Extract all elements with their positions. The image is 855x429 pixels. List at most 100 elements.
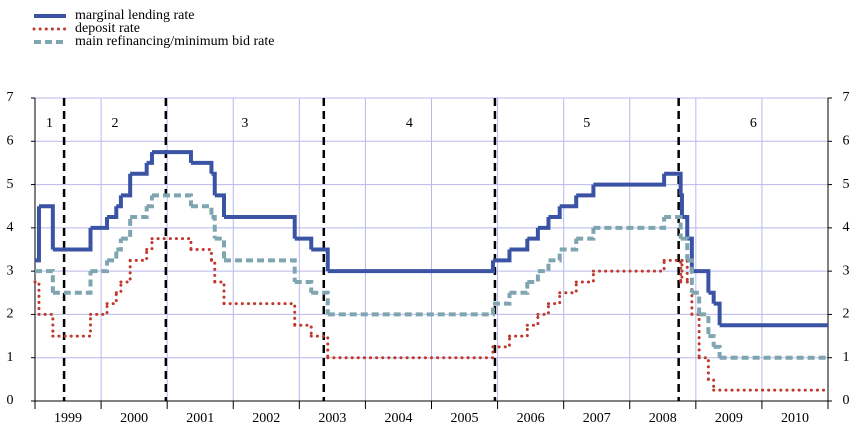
x-tick-label: 2010 xyxy=(781,411,809,426)
step-segment xyxy=(548,206,562,220)
step-segment xyxy=(190,160,214,174)
step-segment xyxy=(326,345,495,360)
step-segment xyxy=(546,291,562,306)
step-segment xyxy=(151,150,193,163)
step-segment xyxy=(708,290,716,304)
step-segment xyxy=(691,290,702,315)
step-segment xyxy=(90,217,110,230)
step-segment xyxy=(507,323,529,338)
step-segment xyxy=(52,227,93,252)
step-segment xyxy=(558,280,578,295)
step-segment xyxy=(128,248,149,262)
step-segment xyxy=(222,302,297,327)
x-tick-label: 2004 xyxy=(384,411,412,426)
step-segment xyxy=(116,195,123,209)
step-segment xyxy=(146,195,154,209)
step-segment xyxy=(574,269,595,284)
x-tick-label: 2001 xyxy=(186,411,214,426)
step-segment xyxy=(680,236,690,261)
phase-label: 6 xyxy=(750,116,757,131)
step-segment xyxy=(537,217,551,230)
y-tick-label: 1 xyxy=(7,350,14,365)
legend-label: deposit rate xyxy=(75,21,140,36)
y-tick-label: 3 xyxy=(7,263,14,278)
step-segment xyxy=(536,302,550,316)
step-segment xyxy=(190,204,214,218)
step-segment xyxy=(90,260,110,274)
step-segment xyxy=(527,271,540,284)
step-segment xyxy=(525,312,540,327)
step-segment xyxy=(150,237,193,251)
step-segment xyxy=(576,227,596,241)
step-segment xyxy=(120,173,133,198)
step-segment xyxy=(52,271,93,295)
step-segment xyxy=(211,171,217,196)
step-segment xyxy=(35,206,41,263)
step-segment xyxy=(559,238,579,252)
step-segment xyxy=(214,193,226,218)
step-segment xyxy=(209,258,217,284)
phase-label: 5 xyxy=(583,116,590,131)
step-segment xyxy=(309,334,330,360)
step-segment xyxy=(114,280,123,295)
step-segment xyxy=(145,237,154,251)
x-tick-label: 2002 xyxy=(252,411,280,426)
step-segment xyxy=(327,260,495,274)
step-segment xyxy=(509,238,530,252)
step-segment xyxy=(662,258,683,284)
step-segment xyxy=(33,280,41,316)
step-segment xyxy=(37,312,55,338)
step-segment xyxy=(679,258,684,284)
step-segment xyxy=(120,217,133,241)
step-segment xyxy=(681,215,690,239)
x-tick-label: 1999 xyxy=(54,411,82,426)
step-segment xyxy=(593,217,667,230)
step-segment xyxy=(51,312,93,338)
phase-label: 1 xyxy=(46,116,53,131)
step-segment xyxy=(293,323,313,338)
y2-tick-label: 5 xyxy=(843,177,850,192)
phase-label: 4 xyxy=(406,116,413,131)
step-segment xyxy=(213,280,226,306)
step-segment xyxy=(130,162,149,176)
step-segment xyxy=(89,302,109,316)
step-segment xyxy=(116,238,123,252)
x-tick-label: 2000 xyxy=(120,411,148,426)
step-segment xyxy=(713,301,722,326)
step-segment xyxy=(119,258,132,284)
x-tick-label: 2003 xyxy=(318,411,346,426)
step-segment xyxy=(492,292,512,306)
y-tick-label: 6 xyxy=(7,134,14,149)
step-segment xyxy=(591,258,666,273)
step-segment xyxy=(708,334,716,347)
x-tick-label: 2009 xyxy=(715,411,743,426)
step-segment xyxy=(491,334,511,349)
step-segment xyxy=(223,258,297,282)
step-segment xyxy=(146,152,154,165)
step-segment xyxy=(713,344,722,358)
y-tick-label: 7 xyxy=(7,90,14,105)
step-segment xyxy=(107,249,119,263)
step-segment xyxy=(548,249,562,263)
y2-tick-label: 2 xyxy=(843,307,850,322)
step-segment xyxy=(509,281,530,295)
step-segment xyxy=(679,193,684,218)
legend-label: marginal lending rate xyxy=(75,8,194,23)
step-segment xyxy=(223,215,297,239)
step-segment xyxy=(527,227,540,241)
x-tick-label: 2008 xyxy=(649,411,677,426)
y2-tick-label: 1 xyxy=(843,350,850,365)
step-segment xyxy=(327,303,495,317)
step-segment xyxy=(559,195,579,209)
x-tick-label: 2007 xyxy=(583,411,611,426)
step-segment xyxy=(38,204,55,250)
x-tick-label: 2006 xyxy=(517,411,545,426)
step-segment xyxy=(107,206,119,220)
y-tick-label: 5 xyxy=(7,177,14,192)
step-segment xyxy=(35,269,55,293)
step-segment xyxy=(576,184,596,198)
step-segment xyxy=(311,290,330,315)
step-segment xyxy=(294,236,314,250)
